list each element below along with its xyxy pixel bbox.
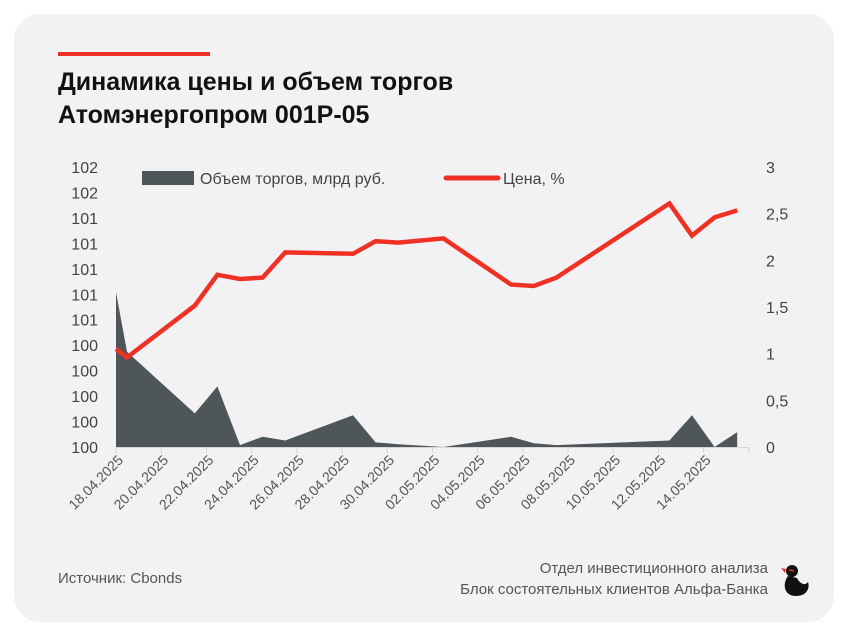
left-tick-label: 101 — [71, 236, 98, 253]
right-tick-label: 0,5 — [766, 393, 788, 410]
source-note: Источник: Cbonds — [58, 570, 183, 587]
footer-line-2: Блок состоятельных клиентов Альфа-Банка — [460, 581, 768, 598]
title-line-2: Атомэнергопром 001Р-05 — [58, 101, 370, 129]
right-tick-label: 2,5 — [766, 207, 788, 224]
price-line — [114, 200, 738, 361]
left-tick-label: 101 — [71, 211, 98, 228]
chart-card — [14, 14, 834, 622]
accent-bar — [58, 52, 210, 56]
footer-credit: Отдел инвестиционного анализа Блок состо… — [460, 558, 768, 600]
legend-volume-swatch — [142, 171, 194, 185]
left-tick-label: 100 — [71, 364, 98, 381]
title-line-1: Динамика цены и объем торгов — [58, 68, 454, 96]
right-tick-label: 1 — [766, 347, 775, 364]
left-tick-label: 102 — [71, 160, 98, 177]
right-tick-label: 0 — [766, 440, 775, 457]
footer-line-1: Отдел инвестиционного анализа — [539, 560, 768, 577]
right-tick-label: 1,5 — [766, 300, 788, 317]
left-tick-label: 101 — [71, 262, 98, 279]
legend-price-label: Цена, % — [503, 171, 565, 188]
left-tick-label: 101 — [71, 313, 98, 330]
volume-area — [116, 292, 738, 447]
duck-logo-icon — [781, 565, 809, 596]
left-tick-label: 101 — [71, 287, 98, 304]
left-tick-label: 100 — [71, 440, 98, 457]
legend-volume-label: Объем торгов, млрд руб. — [200, 171, 385, 188]
left-tick-label: 100 — [71, 389, 98, 406]
left-tick-label: 102 — [71, 185, 98, 202]
right-tick-label: 2 — [766, 253, 775, 270]
left-tick-label: 100 — [71, 338, 98, 355]
left-tick-label: 100 — [71, 415, 98, 432]
chart-title: Динамика цены и объем торгов Атомэнергоп… — [58, 66, 453, 132]
right-tick-label: 3 — [766, 160, 775, 177]
